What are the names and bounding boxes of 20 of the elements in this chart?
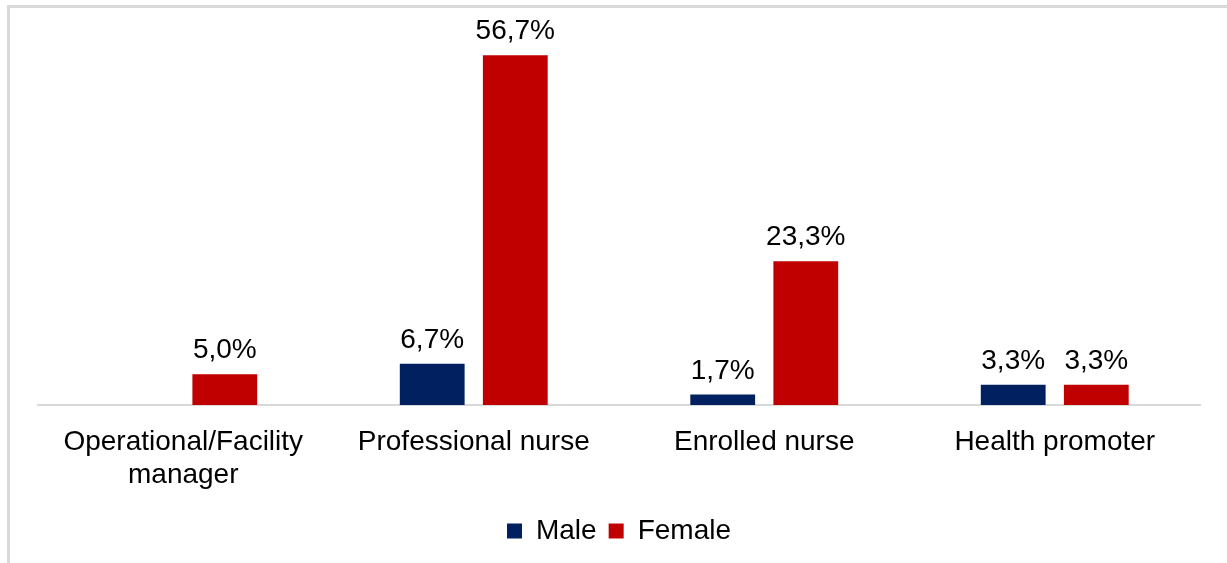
bar: [773, 261, 839, 405]
bar: [192, 374, 258, 405]
data-label: 1,7%: [690, 353, 755, 385]
data-label: 56,7%: [475, 14, 555, 46]
data-label: 3,3%: [981, 343, 1046, 375]
legend-label: Male: [535, 513, 597, 545]
data-label: 6,7%: [400, 322, 465, 354]
x-tick-label: Enrolled nurse: [673, 424, 855, 456]
bar: [980, 384, 1046, 405]
bar: [690, 394, 756, 405]
x-tick-label: Professional nurse: [357, 424, 590, 456]
bar: [399, 363, 465, 405]
x-tick-label: Health promoter: [954, 424, 1156, 456]
x-tick-label: Operational/Facility manager: [63, 424, 304, 490]
data-label: 23,3%: [766, 220, 846, 252]
bar: [1063, 384, 1129, 405]
bar: [482, 55, 548, 405]
data-label: 5,0%: [192, 333, 257, 365]
legend-label: Female: [637, 513, 732, 545]
data-label: 3,3%: [1064, 343, 1129, 375]
